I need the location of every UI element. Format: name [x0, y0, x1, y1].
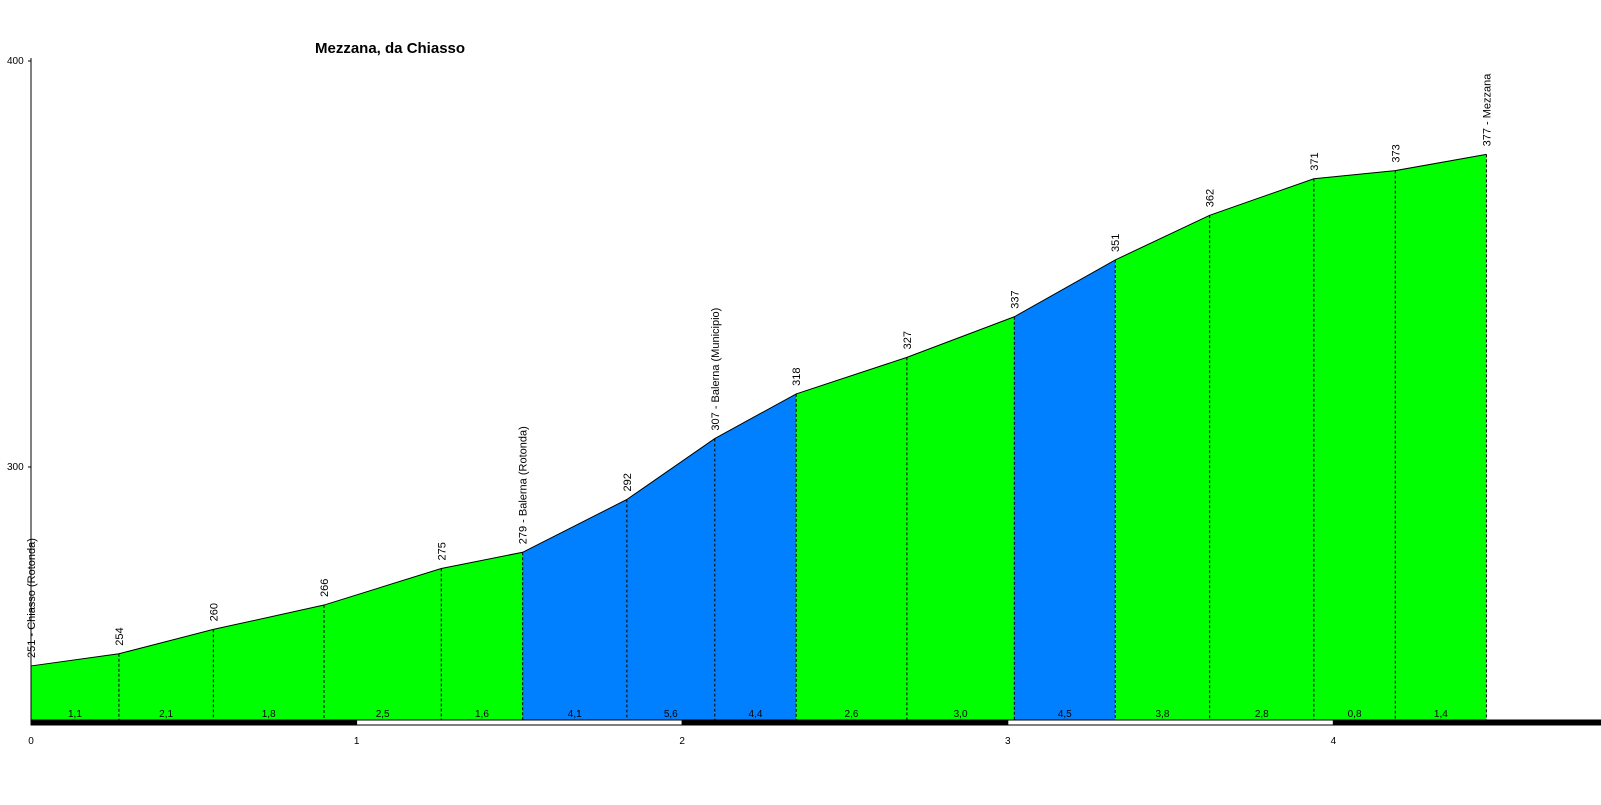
y-tick-label: 400	[7, 56, 24, 67]
axes: 300 400 0 1 2 3 4	[7, 56, 1601, 747]
segment-dividers	[118, 154, 1487, 720]
profile-segment	[1313, 170, 1396, 720]
profile-segment	[31, 653, 119, 720]
point-label: 254	[114, 627, 126, 645]
point-label: 251 - Chiasso (Rotonda)	[26, 538, 38, 658]
gradient-label: 1,6	[475, 709, 489, 720]
point-label: 260	[208, 603, 220, 621]
x-tick-label: 4	[1331, 736, 1337, 747]
gradient-label: 2,6	[845, 709, 859, 720]
scale-bar-segment	[356, 719, 683, 726]
gradient-label: 2,1	[159, 709, 173, 720]
point-label: 371	[1309, 152, 1321, 170]
gradient-label: 1,1	[68, 709, 82, 720]
profile-segment	[118, 629, 214, 720]
chart-title: Mezzana, da Chiasso	[315, 40, 465, 57]
gradient-label: 2,5	[376, 709, 390, 720]
gradient-labels: 1,1 2,1 1,8 2,5 1,6 4,1 5,6 4,4 2,6 3,0 4,5 3,8 2,8 0…	[68, 709, 1448, 720]
gradient-label: 1,4	[1434, 709, 1448, 720]
x-tick-label: 1	[354, 736, 360, 747]
y-tick-label: 300	[7, 462, 24, 473]
x-tick-label: 3	[1005, 736, 1011, 747]
gradient-label: 3,0	[954, 709, 968, 720]
point-label: 292	[622, 473, 634, 491]
point-label: 318	[791, 368, 803, 386]
point-label: 307 - Balerna (Municipio)	[710, 308, 722, 431]
point-labels: 251 - Chiasso (Rotonda) 254 260 266 275 279 -…	[26, 73, 1493, 658]
scale-bar-segment	[30, 719, 358, 726]
gradient-label: 3,8	[1156, 709, 1170, 720]
gradient-label: 5,6	[664, 709, 678, 720]
profile-segment	[324, 568, 442, 720]
gradient-label: 4,1	[568, 709, 582, 720]
point-label: 327	[902, 331, 914, 349]
scale-bar-segment	[1332, 719, 1601, 726]
point-label: 377 - Mezzana	[1481, 73, 1493, 147]
profile-segment	[714, 393, 797, 720]
profile-segment	[1014, 259, 1116, 720]
profile-segment	[796, 357, 907, 720]
gradient-label: 2,8	[1255, 709, 1269, 720]
profile-segment	[1209, 178, 1314, 721]
profile-segment	[1115, 215, 1210, 720]
gradient-label: 4,4	[749, 709, 763, 720]
scale-bar-segment	[681, 719, 1009, 726]
profile-line	[30, 153, 1487, 667]
profile-segment	[441, 552, 523, 720]
x-tick-label: 2	[679, 736, 685, 747]
point-label: 266	[319, 579, 331, 597]
scale-bar-segment	[1007, 719, 1334, 726]
profile-segment	[213, 605, 325, 720]
x-tick-label: 0	[28, 736, 34, 747]
point-label: 373	[1390, 144, 1402, 162]
profile-segment	[1395, 154, 1487, 720]
gradient-label: 0,8	[1348, 709, 1362, 720]
profile-segment	[626, 438, 715, 720]
point-label: 275	[436, 542, 448, 560]
point-label: 351	[1110, 234, 1122, 252]
point-label: 279 - Balerna (Rotonda)	[518, 426, 530, 544]
gradient-label: 4,5	[1058, 709, 1072, 720]
profile-outline	[30, 153, 1487, 667]
point-label: 337	[1009, 290, 1021, 308]
gradient-label: 1,8	[262, 709, 276, 720]
profile-areas	[31, 154, 1487, 721]
profile-segment	[906, 316, 1015, 720]
point-label: 362	[1205, 189, 1217, 207]
profile-segment	[522, 499, 627, 720]
